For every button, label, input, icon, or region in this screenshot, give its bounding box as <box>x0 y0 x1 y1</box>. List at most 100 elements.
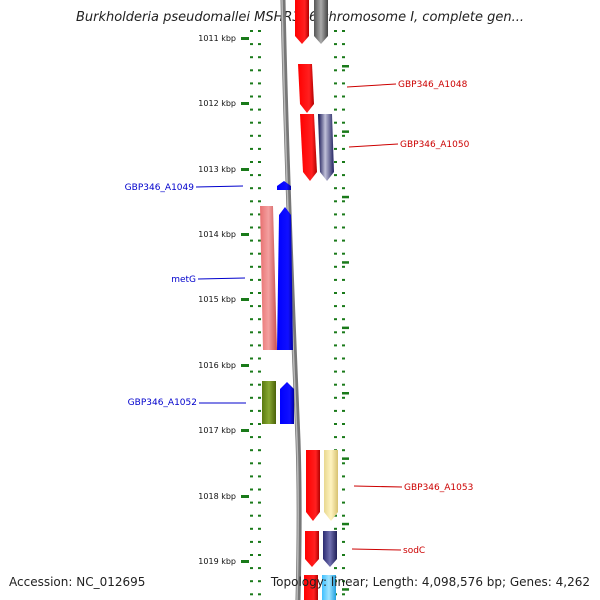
ruler-minor-tick <box>342 278 345 281</box>
genome-backbone <box>280 0 302 600</box>
ruler-minor-tick <box>250 265 253 268</box>
ruler-label: 1014 kbp <box>198 230 236 239</box>
label-GBP346_A1050-text[interactable]: GBP346_A1050 <box>400 140 470 150</box>
gene-bottom-cyan[interactable] <box>322 575 336 600</box>
ruler-label: 1012 kbp <box>198 99 236 108</box>
label-GBP346_A1053-text[interactable]: GBP346_A1053 <box>404 483 473 493</box>
gene-sodC-companion[interactable] <box>323 531 337 567</box>
ruler-minor-tick <box>250 187 253 190</box>
label-metG[interactable]: metG <box>171 275 246 285</box>
ruler-minor-tick <box>250 30 253 32</box>
ruler-minor-tick <box>258 108 261 111</box>
ruler-minor-tick <box>334 30 337 32</box>
ruler-minor-tick <box>250 82 253 85</box>
ruler-minor-tick <box>334 239 337 242</box>
label-GBP346_A1050[interactable]: GBP346_A1050 <box>348 140 470 150</box>
ruler-minor-tick <box>342 540 345 543</box>
label-GBP346_A1052[interactable]: GBP346_A1052 <box>128 398 246 408</box>
gene-GBP346_A1048[interactable] <box>298 64 314 113</box>
ruler-minor-tick <box>342 292 345 294</box>
gene-GBP346_A1053[interactable] <box>306 450 320 521</box>
ruler-minor-tick <box>258 292 261 294</box>
gene-metG[interactable] <box>277 207 293 350</box>
ruler-minor-tick <box>342 554 345 556</box>
gene-sodC[interactable] <box>305 531 319 567</box>
ruler-minor-tick <box>250 226 253 229</box>
label-GBP346_A1048[interactable]: GBP346_A1048 <box>346 80 468 90</box>
ruler-minor-tick <box>258 30 261 32</box>
gene-GBP346_A1050[interactable] <box>300 114 317 181</box>
ruler-minor-tick <box>342 108 345 111</box>
ruler-minor-tick <box>258 121 261 124</box>
ruler-minor-tick <box>250 69 253 72</box>
ruler-minor-tick <box>250 161 253 163</box>
label-GBP346_A1049-text[interactable]: GBP346_A1049 <box>125 183 195 193</box>
ruler-minor-tick <box>258 134 261 137</box>
ruler-minor-tick <box>342 200 345 203</box>
ruler-minor-tick <box>342 305 345 308</box>
gene-GBP346_A1053-companion[interactable] <box>324 450 338 521</box>
ruler-minor-tick <box>250 331 253 334</box>
ruler-minor-tick <box>334 305 337 308</box>
ruler-minor-tick <box>258 331 261 334</box>
gene-GBP346_A1052-companion[interactable] <box>262 381 276 424</box>
ruler-minor-tick <box>334 567 337 570</box>
gene-GBP346_A1052[interactable] <box>280 382 294 424</box>
gene-metG-companion[interactable] <box>260 206 277 350</box>
ruler-major-mark <box>241 560 249 563</box>
ruler-minor-tick <box>258 305 261 308</box>
gene-top-gray[interactable] <box>314 0 328 44</box>
ruler-minor-tick <box>342 580 345 583</box>
ruler-minor-tick <box>250 475 253 478</box>
ruler-side-mark <box>342 522 349 526</box>
ruler-minor-tick <box>334 174 337 177</box>
gene-top-red[interactable] <box>295 0 309 44</box>
ruler-minor-tick <box>258 95 261 98</box>
label-GBP346_A1053[interactable]: GBP346_A1053 <box>353 483 473 493</box>
ruler-minor-tick <box>258 396 261 399</box>
ruler-minor-tick <box>258 187 261 190</box>
ruler-minor-tick <box>334 396 337 399</box>
ruler-minor-tick <box>334 292 337 294</box>
gene-bottom-red[interactable] <box>304 575 318 600</box>
ruler-minor-tick <box>334 252 337 255</box>
ruler-minor-tick <box>258 409 261 412</box>
ruler-side-mark <box>342 457 349 460</box>
ruler-minor-tick <box>258 514 261 517</box>
label-sodC-text[interactable]: sodC <box>403 546 425 556</box>
ruler-minor-tick <box>258 370 261 373</box>
ruler-minor-tick <box>250 213 253 216</box>
ruler-major-mark <box>241 298 249 301</box>
ruler-minor-tick <box>250 147 253 150</box>
ruler-minor-tick <box>258 501 261 504</box>
ruler-minor-tick <box>250 174 253 177</box>
ruler-minor-tick <box>250 449 253 452</box>
ruler-major-mark <box>241 364 249 367</box>
label-GBP346_A1052-text[interactable]: GBP346_A1052 <box>128 398 197 408</box>
ruler-minor-tick <box>342 436 345 439</box>
label-GBP346_A1048-text[interactable]: GBP346_A1048 <box>398 80 468 90</box>
ruler-minor-tick <box>250 514 253 517</box>
ruler-minor-tick <box>250 436 253 439</box>
ruler-minor-tick <box>334 318 337 321</box>
ruler-minor-tick <box>250 357 253 360</box>
gene-GBP346_A1049[interactable] <box>277 181 291 190</box>
ruler-minor-tick <box>334 213 337 216</box>
ruler-minor-tick <box>342 462 345 465</box>
label-GBP346_A1049[interactable]: GBP346_A1049 <box>125 183 244 193</box>
ruler-minor-tick <box>250 121 253 124</box>
ruler-label: 1015 kbp <box>198 295 236 304</box>
ruler-minor-tick <box>334 331 337 334</box>
label-metG-text[interactable]: metG <box>171 275 196 285</box>
ruler-label: 1016 kbp <box>198 361 236 370</box>
ruler-minor-tick <box>342 501 345 504</box>
ruler-minor-tick <box>342 567 345 570</box>
ruler-minor-tick <box>258 540 261 543</box>
ruler-minor-tick <box>258 226 261 229</box>
gene-GBP346_A1050-companion[interactable] <box>318 114 334 181</box>
ruler-minor-tick <box>258 449 261 452</box>
label-sodC[interactable]: sodC <box>351 546 425 556</box>
ruler-minor-tick <box>258 278 261 281</box>
ruler-minor-tick <box>250 554 253 556</box>
ruler-minor-tick <box>334 200 337 203</box>
